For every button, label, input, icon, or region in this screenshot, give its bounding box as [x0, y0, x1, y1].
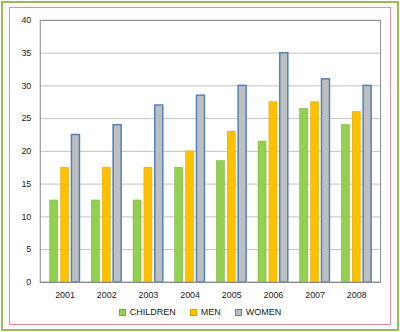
svg-text:0: 0 — [26, 277, 31, 287]
svg-text:2001: 2001 — [55, 290, 75, 300]
html-text:CHILDREN: CHILDREN — [129, 306, 176, 317]
svg-text:25: 25 — [21, 113, 31, 123]
svg-text:2004: 2004 — [180, 290, 200, 300]
svg-text:2007: 2007 — [305, 290, 325, 300]
html-text:WOMEN: WOMEN — [245, 306, 282, 317]
svg-text:2003: 2003 — [138, 290, 158, 300]
svg-text:40: 40 — [21, 15, 31, 25]
svg-text:2008: 2008 — [347, 290, 367, 300]
html-text:MEN: MEN — [200, 306, 221, 317]
svg-text:30: 30 — [21, 81, 31, 91]
svg-text:5: 5 — [26, 244, 31, 254]
svg-text:35: 35 — [21, 48, 31, 58]
svg-text:2005: 2005 — [222, 290, 242, 300]
svg-text:2002: 2002 — [97, 290, 117, 300]
svg-text:20: 20 — [21, 146, 31, 156]
svg-text:15: 15 — [21, 179, 31, 189]
svg-text:2006: 2006 — [264, 290, 284, 300]
svg-text:10: 10 — [21, 212, 31, 222]
